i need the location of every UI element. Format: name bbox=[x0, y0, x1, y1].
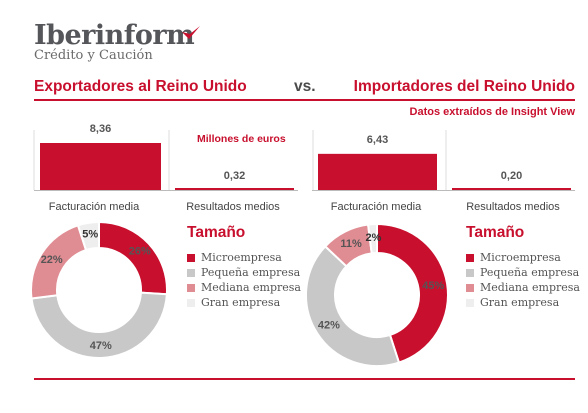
pie-value-label: 2% bbox=[365, 232, 381, 244]
bar bbox=[175, 188, 294, 190]
pie-slice bbox=[30, 291, 168, 359]
bar bbox=[318, 153, 437, 190]
legend-item: Gran empresa bbox=[187, 295, 301, 310]
legend-swatch bbox=[466, 253, 474, 262]
pie-value-label: 47% bbox=[90, 340, 112, 352]
header-vs: vs. bbox=[294, 78, 316, 95]
legend-item: Pequeña empresa bbox=[466, 265, 580, 280]
pie-legend: Microempresa Pequeña empresa Mediana emp… bbox=[187, 250, 301, 310]
source-note: Datos extraídos de Insight View bbox=[409, 106, 575, 118]
logo-name: Iberinform bbox=[34, 20, 195, 51]
bar-category-label: Facturación media bbox=[48, 201, 140, 213]
legend-swatch bbox=[466, 283, 474, 292]
logo: Iberinform Crédito y Caución bbox=[34, 20, 200, 63]
pie-value-label: 5% bbox=[82, 229, 98, 241]
pie-value-label: 42% bbox=[318, 319, 340, 331]
bar-value-label: 0,20 bbox=[501, 170, 522, 182]
header-exporters: Exportadores al Reino Unido bbox=[34, 78, 247, 95]
pie-slice bbox=[98, 220, 168, 296]
legend-item: Microempresa bbox=[466, 250, 580, 265]
bar-value-label: 6,43 bbox=[367, 134, 388, 146]
pie-value-label: 11% bbox=[340, 238, 362, 250]
logo-subtitle: Crédito y Caución bbox=[34, 48, 153, 63]
pie-value-label: 26% bbox=[129, 246, 151, 258]
legend-item: Mediana empresa bbox=[187, 280, 301, 295]
legend-swatch bbox=[466, 298, 474, 307]
pie-value-label: 45% bbox=[422, 280, 444, 292]
pie-slice bbox=[366, 222, 378, 255]
legend-swatch bbox=[187, 298, 195, 307]
pie-legend: Microempresa Pequeña empresa Mediana emp… bbox=[466, 250, 580, 310]
header-importers: Importadores del Reino Unido bbox=[353, 78, 575, 95]
legend-swatch bbox=[187, 253, 195, 262]
logo-check-icon bbox=[182, 26, 200, 39]
pie-value-label: 22% bbox=[41, 254, 63, 266]
legend-item: Mediana empresa bbox=[466, 280, 580, 295]
bar-category-label: Resultados medios bbox=[466, 201, 560, 213]
legend-label: Pequeña empresa bbox=[201, 266, 301, 279]
legend-label: Mediana empresa bbox=[480, 281, 580, 294]
legend-label: Mediana empresa bbox=[201, 281, 301, 294]
bar-category-label: Resultados medios bbox=[186, 201, 280, 213]
legend-label: Microempresa bbox=[201, 251, 282, 264]
pie-title: Tamaño bbox=[187, 224, 246, 241]
bar-value-label: 8,36 bbox=[90, 123, 111, 135]
legend-swatch bbox=[466, 268, 474, 277]
bar-category-label: Facturación media bbox=[330, 201, 422, 213]
legend-label: Microempresa bbox=[480, 251, 561, 264]
bar-value-label: 0,32 bbox=[224, 170, 245, 182]
legend-swatch bbox=[187, 283, 195, 292]
legend-label: Gran empresa bbox=[480, 296, 560, 309]
legend-item: Gran empresa bbox=[466, 295, 580, 310]
pie-title: Tamaño bbox=[466, 224, 525, 241]
legend-item: Microempresa bbox=[187, 250, 301, 265]
legend-item: Pequeña empresa bbox=[187, 265, 301, 280]
bar bbox=[40, 143, 161, 190]
pie-slice bbox=[305, 244, 401, 367]
pie-slice bbox=[376, 222, 449, 364]
bar bbox=[452, 188, 571, 190]
units-label: Millones de euros bbox=[197, 133, 286, 145]
footer-rule bbox=[34, 378, 575, 380]
pie-slice bbox=[76, 220, 100, 252]
header-rule bbox=[34, 99, 575, 101]
legend-label: Gran empresa bbox=[201, 296, 281, 309]
legend-label: Pequeña empresa bbox=[480, 266, 580, 279]
legend-swatch bbox=[187, 268, 195, 277]
